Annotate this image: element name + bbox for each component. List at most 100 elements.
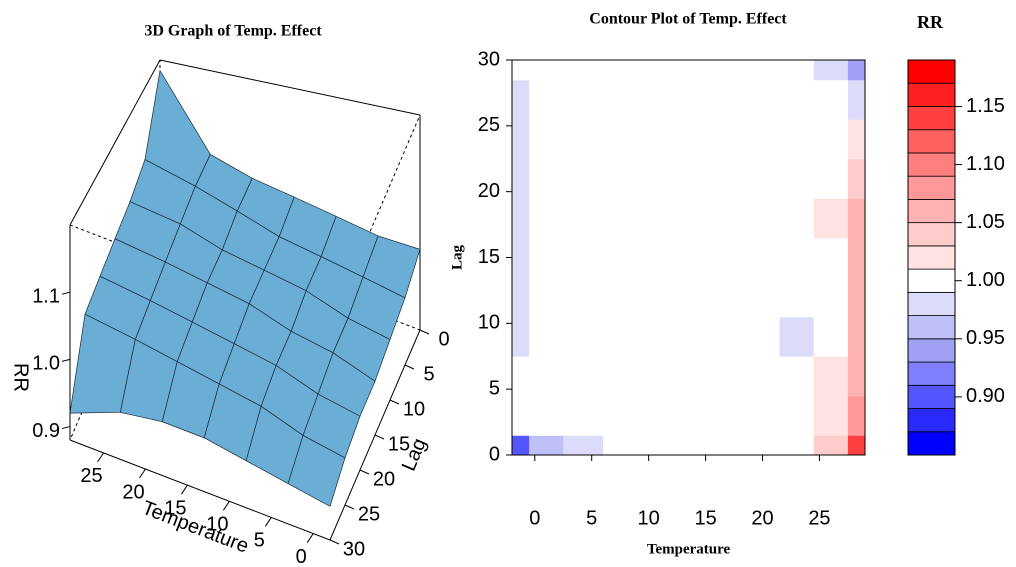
contour-cell — [603, 79, 650, 120]
contour-cell — [847, 316, 866, 357]
contour-cell — [512, 119, 530, 160]
contour-cell — [694, 158, 741, 199]
colorbar-tick-label: 1.10 — [966, 153, 1005, 175]
colorbar-band — [907, 384, 956, 409]
y-tick-label: 0 — [489, 443, 500, 465]
contour-cell — [648, 60, 695, 81]
contour-cell — [739, 158, 781, 199]
contour-cell — [563, 119, 604, 160]
contour-cell — [529, 119, 564, 160]
contour-cell — [813, 435, 849, 456]
contour-cell — [529, 198, 564, 239]
box-edge — [69, 439, 331, 541]
colorbar-band — [907, 338, 956, 363]
y-tick-label: 5 — [489, 377, 500, 399]
contour-cell — [563, 356, 604, 397]
x-tick-label: 5 — [586, 507, 597, 529]
colorbar-band — [907, 408, 956, 433]
contour-cell — [603, 395, 650, 436]
contour-cell — [847, 119, 866, 160]
z-axis-label: RR — [10, 363, 32, 392]
contour-cell — [563, 316, 604, 357]
contour-cell — [847, 158, 866, 199]
contour-cell — [694, 198, 741, 239]
contour-cell — [512, 60, 530, 81]
colorbar-title: RR — [917, 12, 944, 32]
colorbar-frame — [907, 59, 956, 456]
contour-cell — [813, 356, 849, 397]
y-tick-label: 0 — [438, 328, 449, 350]
y-tick-label: 20 — [478, 180, 500, 202]
contour-cell — [563, 158, 604, 199]
z-tick-label: 1.1 — [32, 285, 60, 307]
contour-cell — [512, 79, 530, 120]
x-tick-label: 25 — [80, 465, 102, 487]
contour-cell — [813, 395, 849, 436]
y-tick-label: 10 — [403, 398, 425, 420]
contour-cell — [847, 356, 866, 397]
contour-cell — [648, 435, 695, 456]
box-edge — [69, 59, 161, 226]
contour-cell — [648, 158, 695, 199]
contour-cell — [847, 277, 866, 318]
contour-cell — [648, 119, 695, 160]
contour-cell — [603, 60, 650, 81]
y-tick-label: 10 — [478, 312, 500, 334]
x-tick-label: 10 — [206, 514, 228, 536]
y-axis-label: Lag — [449, 245, 465, 271]
contour-cell — [779, 158, 815, 199]
y-tick — [344, 504, 355, 510]
contour-cell — [694, 277, 741, 318]
x-tick-label: 15 — [164, 497, 186, 519]
contour-cell — [847, 198, 866, 239]
contour-cell — [529, 395, 564, 436]
contour-cell — [512, 435, 530, 456]
contour-cell — [739, 395, 781, 436]
contour-cell — [603, 277, 650, 318]
contour-cell — [648, 395, 695, 436]
contour-cell — [739, 60, 781, 81]
contour-cell — [512, 356, 530, 397]
colorbar-tick-label: 1.00 — [966, 269, 1005, 291]
contour-cell — [529, 60, 564, 81]
contour-cell — [779, 60, 815, 81]
x-tick — [139, 468, 146, 479]
contour-cell — [603, 158, 650, 199]
contour-cell — [603, 119, 650, 160]
y-tick — [329, 539, 340, 545]
z-tick — [61, 358, 71, 362]
contour-cell — [779, 435, 815, 456]
contour-cell — [739, 198, 781, 239]
colorbar-band — [907, 152, 956, 177]
x-tick — [222, 501, 230, 511]
colorbar-tick-label: 1.05 — [966, 211, 1005, 233]
contour-cell — [739, 356, 781, 397]
contour-cell — [739, 79, 781, 120]
contour-cell — [739, 237, 781, 278]
contour-cell — [813, 316, 849, 357]
contour-cell — [563, 79, 604, 120]
x-tick-label: 20 — [122, 481, 144, 503]
x-axis-label: Temperature — [647, 541, 731, 557]
z-tick-label: 0.9 — [32, 420, 60, 442]
x-tick-label: 10 — [638, 507, 660, 529]
contour-cell — [813, 277, 849, 318]
y-tick-label: 30 — [478, 48, 500, 70]
contour-cell — [512, 277, 530, 318]
contour-cell — [813, 79, 849, 120]
z-tick — [61, 291, 71, 295]
box-edge — [159, 59, 421, 116]
contour-cell — [813, 198, 849, 239]
contour-cell — [694, 395, 741, 436]
contour-cell — [779, 356, 815, 397]
x-tick-label: 0 — [296, 546, 307, 567]
contour-cell — [512, 158, 530, 199]
contour-cell — [648, 79, 695, 120]
y-tick-label: 25 — [358, 503, 380, 525]
contour-cell — [563, 198, 604, 239]
contour-cell — [529, 79, 564, 120]
contour-cell — [512, 237, 530, 278]
contour-cell — [779, 119, 815, 160]
colorbar-band — [907, 175, 956, 200]
y-tick — [374, 434, 385, 440]
